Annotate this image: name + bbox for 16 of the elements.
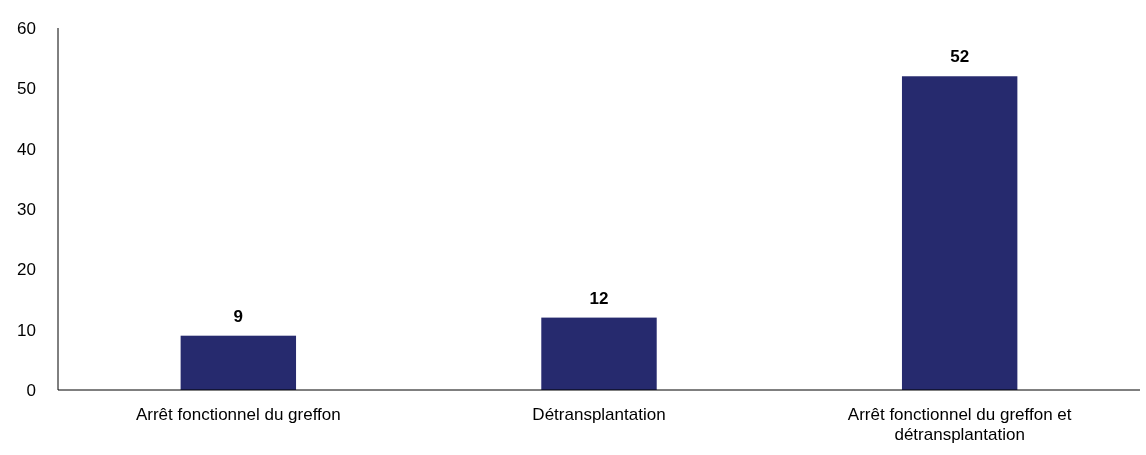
y-tick-label: 40 bbox=[17, 139, 36, 159]
x-tick-label: Arrêt fonctionnel du greffon bbox=[135, 405, 341, 424]
y-tick-label: 50 bbox=[17, 79, 36, 99]
bar bbox=[901, 76, 1018, 390]
bar bbox=[180, 335, 297, 390]
bar bbox=[541, 317, 657, 390]
y-tick-label: 0 bbox=[26, 380, 36, 400]
data-label: 52 bbox=[950, 47, 970, 67]
y-tick-label: 30 bbox=[17, 199, 36, 219]
y-tick-label: 60 bbox=[17, 18, 36, 38]
y-tick-label: 20 bbox=[17, 260, 36, 280]
y-tick-label: 10 bbox=[17, 320, 36, 340]
data-label: 12 bbox=[589, 288, 609, 308]
x-tick-label: Détransplantation bbox=[532, 405, 666, 424]
x-tick-label: Arrêt fonctionnel du greffon et détransplantation bbox=[847, 405, 1072, 444]
data-label: 9 bbox=[233, 306, 244, 326]
